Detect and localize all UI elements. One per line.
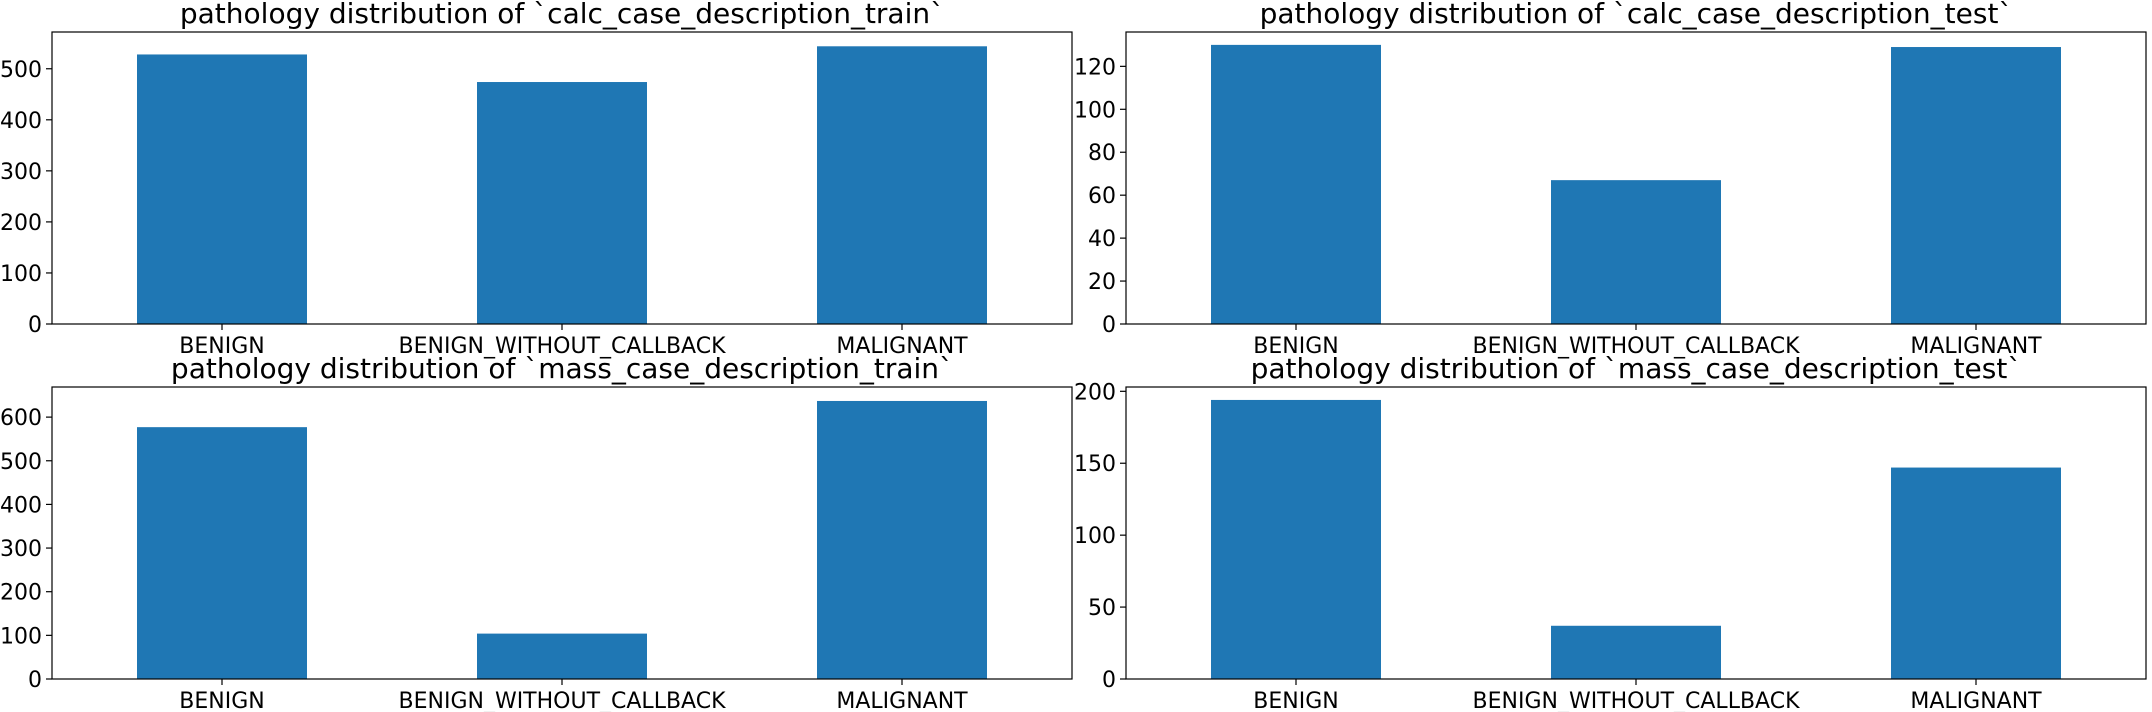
y-tick-label: 50 bbox=[1088, 596, 1116, 621]
bar-benign-without-callback bbox=[477, 633, 647, 679]
y-tick-label: 200 bbox=[0, 211, 42, 236]
x-tick-label: BENIGN_WITHOUT_CALLBACK bbox=[1473, 689, 1801, 712]
bar-benign-without-callback bbox=[477, 82, 647, 324]
y-tick-label: 500 bbox=[0, 450, 42, 475]
chart-title: pathology distribution of `calc_case_des… bbox=[180, 0, 944, 30]
x-tick-label: BENIGN_WITHOUT_CALLBACK bbox=[1473, 334, 1801, 359]
y-tick-label: 400 bbox=[0, 109, 42, 134]
y-tick-label: 20 bbox=[1088, 270, 1116, 295]
x-tick-label: BENIGN bbox=[1253, 334, 1338, 359]
x-tick-label: MALIGNANT bbox=[1910, 334, 2042, 359]
chart-title: pathology distribution of `mass_case_des… bbox=[171, 352, 953, 385]
x-tick-label: MALIGNANT bbox=[1910, 689, 2042, 712]
y-tick-label: 0 bbox=[28, 668, 42, 693]
x-tick-label: MALIGNANT bbox=[836, 689, 968, 712]
bar-benign-without-callback bbox=[1551, 625, 1721, 679]
y-tick-label: 100 bbox=[0, 262, 42, 287]
x-tick-label: MALIGNANT bbox=[836, 334, 968, 359]
y-tick-label: 500 bbox=[0, 58, 42, 83]
y-tick-label: 0 bbox=[1102, 313, 1116, 338]
y-tick-label: 60 bbox=[1088, 184, 1116, 209]
bar-malignant bbox=[817, 46, 987, 325]
y-tick-label: 150 bbox=[1074, 452, 1116, 477]
bar-benign bbox=[137, 427, 307, 679]
bar-malignant bbox=[1891, 467, 2061, 679]
chart-panel-1: pathology distribution of `calc_case_des… bbox=[0, 0, 1073, 359]
x-tick-label: BENIGN bbox=[1253, 689, 1338, 712]
y-tick-label: 300 bbox=[0, 160, 42, 185]
y-tick-label: 600 bbox=[0, 406, 42, 431]
y-tick-label: 0 bbox=[1102, 668, 1116, 693]
y-tick-label: 300 bbox=[0, 537, 42, 562]
x-tick-label: BENIGN bbox=[179, 689, 264, 712]
y-tick-label: 100 bbox=[0, 624, 42, 649]
bar-benign-without-callback bbox=[1551, 180, 1721, 324]
x-tick-label: BENIGN_WITHOUT_CALLBACK bbox=[399, 689, 727, 712]
bar-malignant bbox=[817, 400, 987, 679]
bar-malignant bbox=[1891, 47, 2061, 324]
x-tick-label: BENIGN bbox=[179, 334, 264, 359]
bar-benign bbox=[1211, 399, 1381, 679]
y-tick-label: 40 bbox=[1088, 227, 1116, 252]
chart-title: pathology distribution of `mass_case_des… bbox=[1251, 352, 2022, 385]
y-tick-label: 100 bbox=[1074, 524, 1116, 549]
chart-panel-4: pathology distribution of `mass_case_des… bbox=[1074, 352, 2147, 712]
y-tick-label: 100 bbox=[1074, 98, 1116, 123]
x-tick-label: BENIGN_WITHOUT_CALLBACK bbox=[399, 334, 727, 359]
y-tick-label: 200 bbox=[1074, 380, 1116, 405]
chart-panel-3: pathology distribution of `mass_case_des… bbox=[0, 352, 1073, 712]
bar-benign bbox=[1211, 44, 1381, 324]
y-tick-label: 0 bbox=[28, 313, 42, 338]
chart-title: pathology distribution of `calc_case_des… bbox=[1260, 0, 2013, 30]
y-tick-label: 400 bbox=[0, 493, 42, 518]
y-tick-label: 120 bbox=[1074, 55, 1116, 80]
y-tick-label: 80 bbox=[1088, 141, 1116, 166]
bar-benign bbox=[137, 54, 307, 324]
y-tick-label: 200 bbox=[0, 581, 42, 606]
chart-panel-2: pathology distribution of `calc_case_des… bbox=[1074, 0, 2147, 359]
